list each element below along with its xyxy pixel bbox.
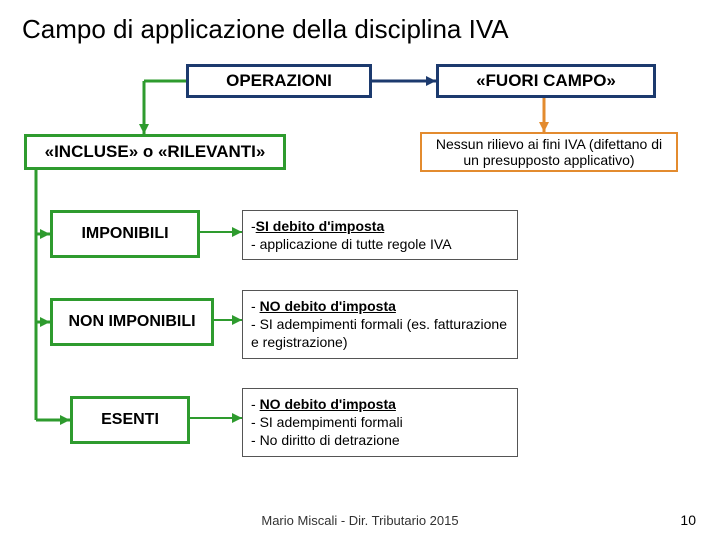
page-number: 10 <box>680 512 696 528</box>
box-esenti: ESENTI <box>70 396 190 444</box>
box-imponibili: IMPONIBILI <box>50 210 200 258</box>
desc-d_nonimp: - NO debito d'imposta- SI adempimenti fo… <box>242 290 518 359</box>
box-incluse: «INCLUSE» o «RILEVANTI» <box>24 134 286 170</box>
desc-d_imponibili: -SI debito d'imposta- applicazione di tu… <box>242 210 518 260</box>
box-operazioni: OPERAZIONI <box>186 64 372 98</box>
box-nonimp: NON IMPONIBILI <box>50 298 214 346</box>
desc-d_esenti: - NO debito d'imposta- SI adempimenti fo… <box>242 388 518 457</box>
box-nessun: Nessun rilievo ai fini IVA (difettano di… <box>420 132 678 172</box>
box-fuori: «FUORI CAMPO» <box>436 64 656 98</box>
page-title: Campo di applicazione della disciplina I… <box>0 0 720 45</box>
footer-text: Mario Miscali - Dir. Tributario 2015 <box>0 513 720 528</box>
